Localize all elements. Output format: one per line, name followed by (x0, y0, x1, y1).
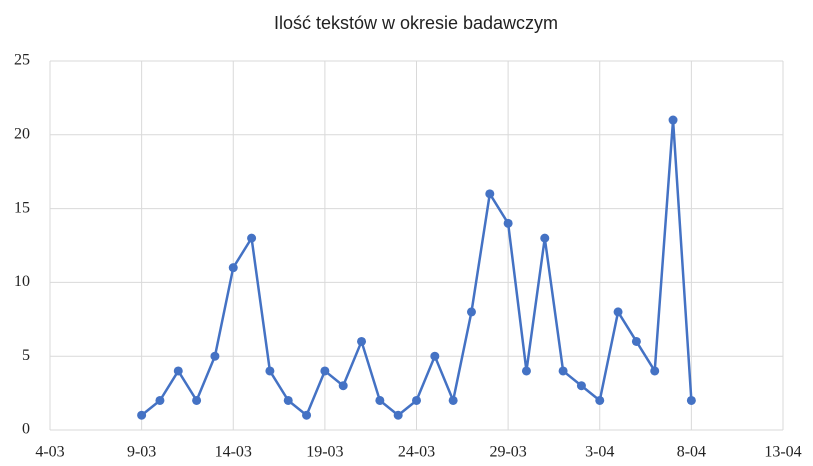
x-tick-label: 8-04 (677, 444, 706, 461)
data-point (173, 366, 183, 376)
data-point (393, 410, 403, 420)
data-point (247, 233, 257, 243)
data-point (320, 366, 330, 376)
data-point (448, 395, 458, 405)
data-point (686, 395, 696, 405)
data-point (137, 410, 147, 420)
x-tick-label: 24-03 (398, 444, 435, 461)
data-point (192, 395, 202, 405)
data-point (338, 381, 348, 391)
y-tick-label: 20 (14, 125, 30, 142)
y-tick-label: 25 (14, 52, 30, 69)
data-point (631, 336, 641, 346)
x-tick-label: 14-03 (215, 444, 252, 461)
data-point (302, 410, 312, 420)
data-point (430, 351, 440, 361)
y-tick-label: 5 (22, 347, 30, 364)
data-point (210, 351, 220, 361)
data-point (466, 307, 476, 317)
data-point (485, 189, 495, 199)
data-point (155, 395, 165, 405)
data-point (540, 233, 550, 243)
data-point (595, 395, 605, 405)
data-point (558, 366, 568, 376)
data-point (576, 381, 586, 391)
data-point (521, 366, 531, 376)
x-tick-label: 3-04 (585, 444, 614, 461)
chart-title: Ilość tekstów w okresie badawczym (274, 13, 558, 33)
data-point (375, 395, 385, 405)
data-point (503, 218, 513, 228)
x-tick-label: 9-03 (127, 444, 156, 461)
x-tick-label: 29-03 (489, 444, 526, 461)
data-point (228, 263, 238, 273)
x-tick-label: 13-04 (764, 444, 801, 461)
x-tick-label: 19-03 (306, 444, 343, 461)
data-point (412, 395, 421, 405)
data-point (668, 115, 678, 125)
y-tick-label: 10 (14, 273, 30, 290)
x-tick-label: 4-03 (35, 444, 64, 461)
data-point (650, 366, 660, 376)
data-point (283, 395, 293, 405)
y-tick-label: 15 (14, 199, 30, 216)
data-point (265, 366, 275, 376)
data-point (357, 336, 367, 346)
data-point (613, 307, 623, 317)
y-tick-label: 0 (22, 421, 30, 438)
